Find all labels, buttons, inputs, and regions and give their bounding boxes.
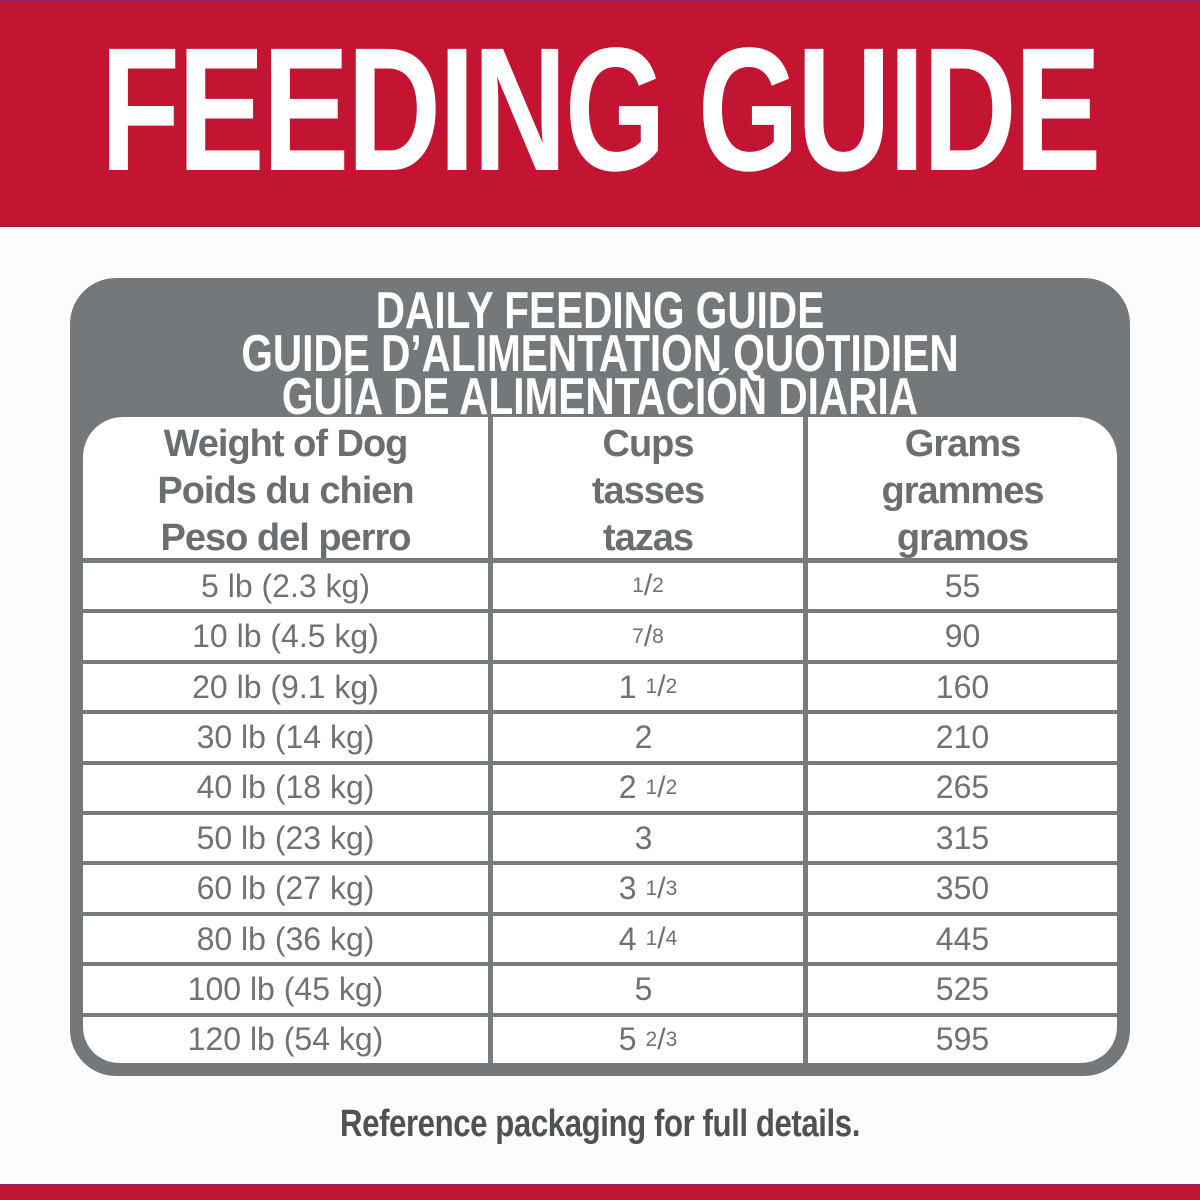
weight-cell: 5 lb (2.3 kg)	[83, 563, 493, 610]
cups-cell: 1/2	[493, 563, 808, 610]
cups-cell: 1 1/2	[493, 663, 808, 711]
grams-cell: 445	[935, 920, 990, 957]
cups-cell: 3	[493, 815, 808, 862]
table-row: 10 lb (4.5 kg) 7/8 90	[83, 609, 1117, 660]
table-row: 30 lb (14 kg) 2 210	[83, 710, 1117, 761]
grams-cell: 210	[935, 718, 990, 755]
column-header-cups: Cups tasses tazas	[493, 417, 808, 562]
grams-cell: 265	[935, 769, 990, 806]
column-header-grams: Grams grammes gramos	[881, 423, 1045, 559]
weight-cell: 40 lb (18 kg)	[83, 764, 493, 812]
bottom-red-strip	[0, 1184, 1200, 1200]
grams-cell: 525	[935, 970, 990, 1007]
cups-cell: 5	[493, 966, 808, 1013]
table-row: 40 lb (18 kg) 2 1/2 265	[83, 760, 1117, 812]
weight-cell: 30 lb (14 kg)	[83, 714, 493, 761]
cups-cell: 4 1/4	[493, 915, 808, 963]
weight-cell: 50 lb (23 kg)	[83, 815, 493, 862]
table-row: 20 lb (9.1 kg) 1 1/2 160	[83, 659, 1117, 711]
grams-cell: 350	[935, 870, 990, 907]
banner-title: FEEDING GUIDE	[100, 11, 1102, 208]
cups-cell: 2 1/2	[493, 764, 808, 812]
weight-cell: 60 lb (27 kg)	[83, 865, 493, 912]
cups-cell: 3 1/3	[493, 865, 808, 912]
grams-cell: 160	[935, 668, 990, 705]
footer-note-text: Reference packaging for full details.	[340, 1103, 860, 1145]
weight-cell: 20 lb (9.1 kg)	[83, 663, 493, 711]
cups-cell: 2	[493, 714, 808, 761]
table-row: 100 lb (45 kg) 5 525	[83, 962, 1117, 1013]
card-title: DAILY FEEDING GUIDE GUIDE D’ALIMENTATION…	[187, 282, 1014, 426]
grams-cell: 315	[935, 819, 990, 856]
table-row: 5 lb (2.3 kg) 1/2 55	[83, 563, 1117, 610]
weight-cell: 100 lb (45 kg)	[83, 966, 493, 1013]
cups-cell: 7/8	[493, 613, 808, 660]
footer-note: Reference packaging for full details.	[0, 1098, 1200, 1150]
table-row: 50 lb (23 kg) 3 315	[83, 811, 1117, 862]
table-row: 120 lb (54 kg) 5 2/3 595	[83, 1012, 1117, 1063]
weight-cell: 10 lb (4.5 kg)	[83, 613, 493, 660]
grams-cell: 90	[944, 618, 981, 655]
grams-cell: 595	[935, 1021, 990, 1058]
table-row: 60 lb (27 kg) 3 1/3 350	[83, 861, 1117, 912]
feeding-table-card: DAILY FEEDING GUIDE GUIDE D’ALIMENTATION…	[70, 278, 1130, 1076]
column-header-weight: Weight of Dog Poids du chien Peso del pe…	[83, 417, 493, 562]
weight-cell: 80 lb (36 kg)	[83, 915, 493, 963]
table-row: 80 lb (36 kg) 4 1/4 445	[83, 911, 1117, 963]
card-title-line-es: GUÍA DE ALIMENTACIÓN DIARIA	[281, 368, 919, 426]
grams-cell: 55	[944, 567, 981, 604]
weight-cell: 120 lb (54 kg)	[83, 1016, 493, 1063]
table-header-row: Weight of Dog Poids du chien Peso del pe…	[83, 417, 1117, 563]
card-title-line-fr: GUIDE D’ALIMENTATION QUOTIDIEN	[241, 325, 959, 383]
card-title-line-en: DAILY FEEDING GUIDE	[375, 282, 825, 340]
feeding-table: Weight of Dog Poids du chien Peso del pe…	[83, 417, 1117, 1063]
cups-cell: 5 2/3	[493, 1016, 808, 1063]
banner: FEEDING GUIDE	[0, 0, 1200, 227]
